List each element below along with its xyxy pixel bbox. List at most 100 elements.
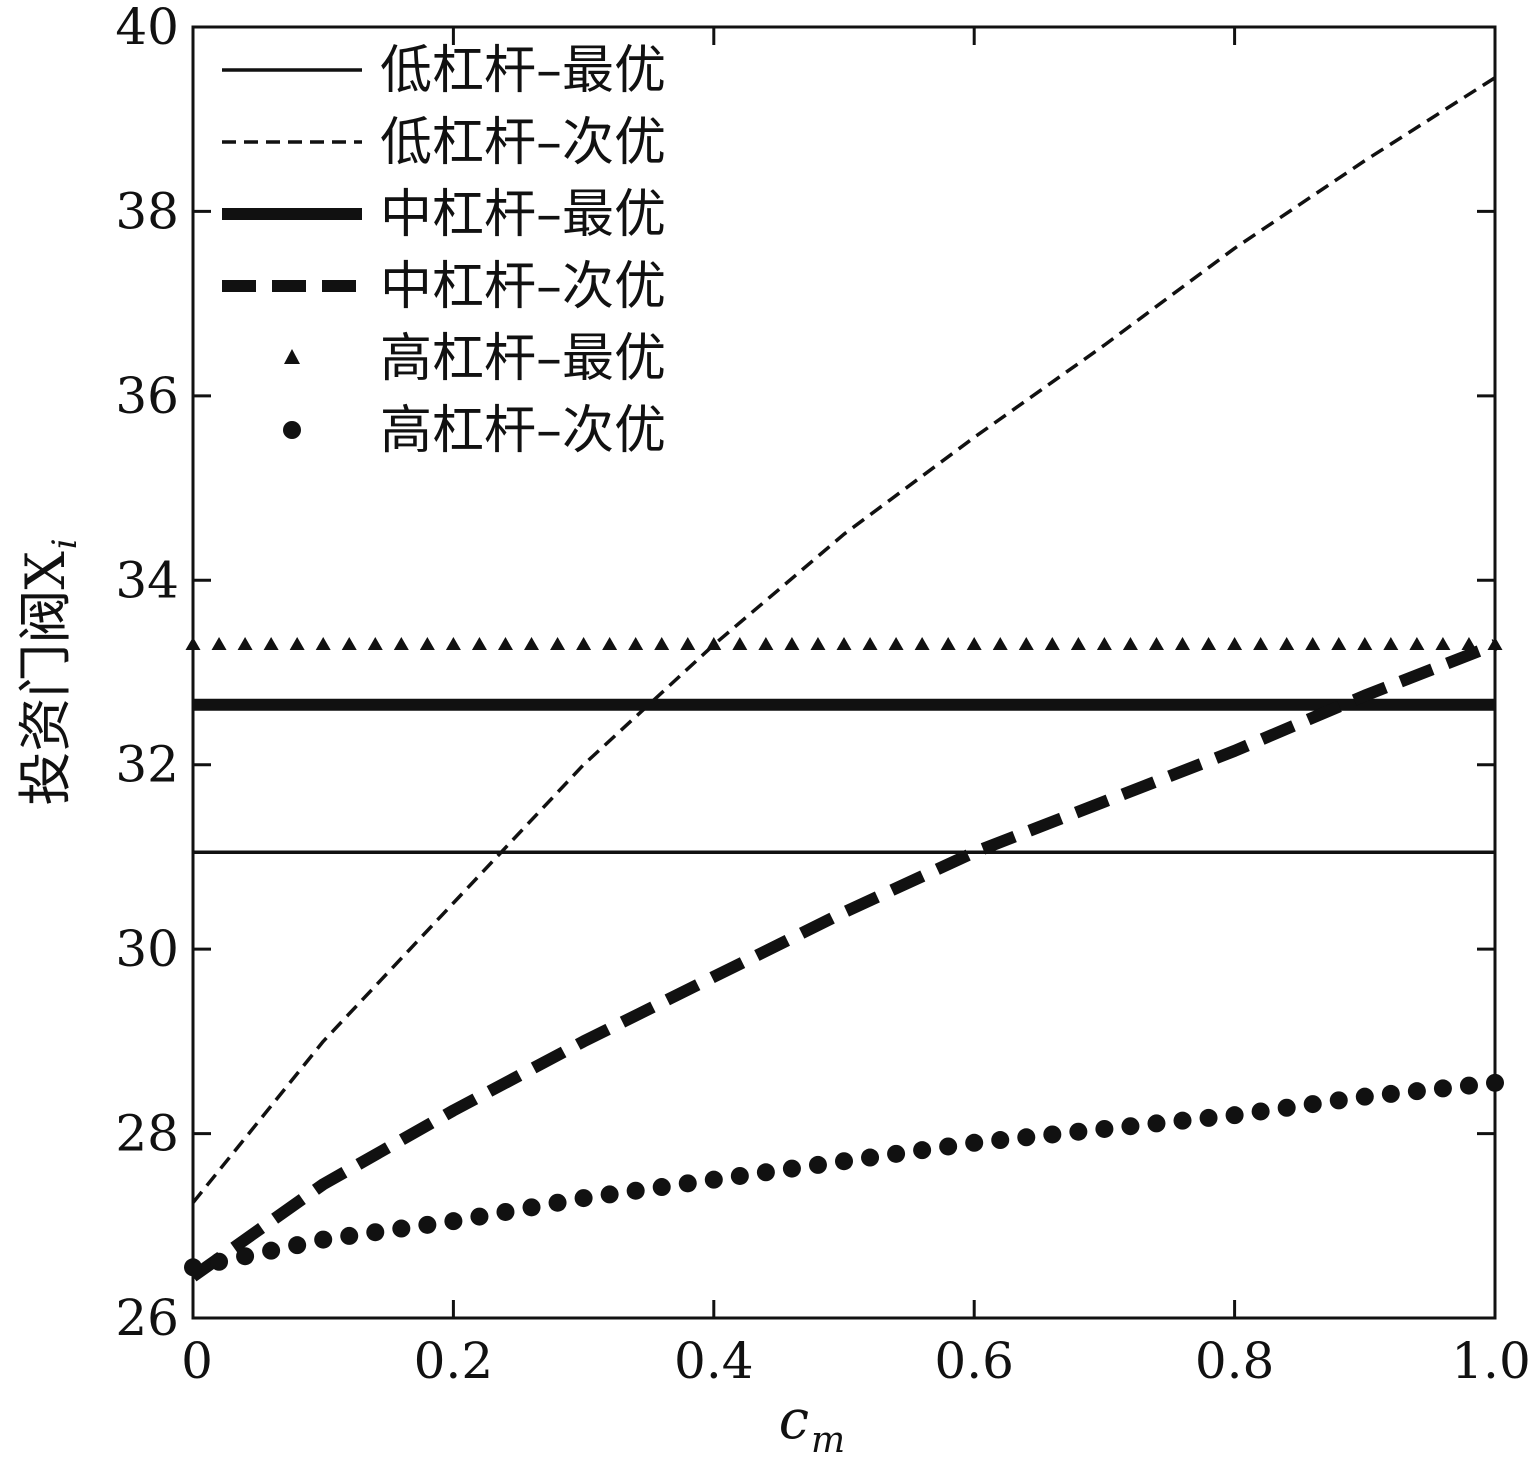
series-5-triangle-marker — [1096, 637, 1112, 651]
y-axis-title-sub: i — [45, 538, 85, 549]
series-6-circle-marker — [236, 1247, 255, 1266]
series-5-triangle-marker — [576, 637, 592, 651]
plot-frame — [191, 25, 1497, 1320]
series-layer — [184, 76, 1504, 1282]
y-tick-label: 26 — [115, 1289, 179, 1347]
series-6-circle-marker — [210, 1252, 229, 1271]
y-tick-label: 40 — [115, 0, 179, 56]
series-6-circle-marker — [1433, 1079, 1452, 1098]
x-tick-label: 0.4 — [674, 1332, 754, 1390]
legend-label-5: 高杠杆–最优 — [380, 329, 666, 389]
series-6-circle-marker — [574, 1189, 593, 1208]
legend-label-6: 高杠杆–次优 — [380, 401, 666, 461]
series-6-circle-marker — [262, 1241, 281, 1260]
series-6-circle-marker — [704, 1170, 723, 1189]
series-5-triangle-marker — [706, 637, 722, 651]
series-6-circle-marker — [939, 1137, 958, 1156]
series-6-circle-marker — [1277, 1098, 1296, 1117]
series-5-triangle-marker — [914, 637, 930, 651]
series-5-triangle-marker — [419, 637, 435, 651]
x-tick-label: 0.6 — [934, 1332, 1014, 1390]
series-5-triangle-marker — [1227, 637, 1243, 651]
series-6-circle-marker — [288, 1236, 307, 1255]
legend-symbol-5 — [284, 349, 300, 364]
series-5-triangle-marker — [836, 637, 852, 651]
series-5-triangle-marker — [1044, 637, 1060, 651]
series-5-triangle-marker — [524, 637, 540, 651]
series-5-triangle-marker — [1383, 637, 1399, 651]
legend-label-2: 低杠杆–次优 — [380, 113, 666, 173]
series-5-triangle-marker — [732, 637, 748, 651]
series-6-circle-marker — [444, 1212, 463, 1231]
series-6-circle-marker — [678, 1174, 697, 1193]
series-5-triangle-marker — [341, 637, 357, 651]
series-6-circle-marker — [1407, 1082, 1426, 1101]
series-5-triangle-marker — [393, 637, 409, 651]
series-6-circle-marker — [965, 1133, 984, 1152]
series-5-triangle-marker — [1435, 637, 1451, 651]
series-6-circle-marker — [1199, 1108, 1218, 1127]
series-5-triangle-marker — [1175, 637, 1191, 651]
series-5-triangle-marker — [680, 637, 696, 651]
series-line-4 — [189, 639, 1498, 1282]
x-tick-label: 0.2 — [414, 1332, 494, 1390]
legend-label-3: 中杠杆–最优 — [380, 185, 666, 245]
x-axis-title-main: c — [779, 1388, 809, 1451]
series-5-triangle-marker — [888, 637, 904, 651]
series-6-circle-marker — [1095, 1119, 1114, 1138]
y-tick-label: 32 — [115, 736, 179, 794]
series-6-circle-marker — [1121, 1117, 1140, 1136]
y-axis-title-main: 投资门阀X — [14, 551, 77, 806]
series-6-circle-marker — [340, 1226, 359, 1245]
x-axis-title-sub: m — [811, 1420, 845, 1457]
series-5-triangle-marker — [1279, 637, 1295, 651]
series-5-triangle-marker — [263, 637, 279, 651]
series-6-circle-marker — [522, 1198, 541, 1217]
y-tick-label: 38 — [115, 182, 179, 240]
x-tick-label: 0 — [181, 1332, 213, 1390]
series-5-triangle-marker — [1461, 637, 1477, 651]
series-6-circle-marker — [1017, 1128, 1036, 1147]
series-6-circle-marker — [991, 1131, 1010, 1150]
series-6-circle-marker — [1459, 1076, 1478, 1095]
series-6-circle-marker — [782, 1159, 801, 1178]
y-tick-label: 34 — [115, 551, 179, 609]
x-axis-title: cm — [779, 1388, 845, 1457]
y-tick-label: 30 — [115, 920, 179, 978]
series-5-triangle-marker — [211, 637, 227, 651]
series-6-circle-marker — [1329, 1091, 1348, 1110]
series-6-circle-marker — [496, 1202, 515, 1221]
axes-layer: 26 28 30 32 34 36 38 40 0 0.2 0.4 0.6 0.8 1.0 — [115, 0, 1530, 1390]
series-5-triangle-marker — [602, 637, 618, 651]
series-5-triangle-marker — [471, 637, 487, 651]
y-tick-label: 36 — [115, 367, 179, 425]
legend-label-4: 中杠杆–次优 — [380, 257, 666, 317]
series-6-circle-marker — [1381, 1084, 1400, 1103]
series-5-triangle-marker — [1148, 637, 1164, 651]
series-5-triangle-marker — [1305, 637, 1321, 651]
series-5-triangle-marker — [862, 637, 878, 651]
series-5-triangle-marker — [315, 637, 331, 651]
series-6-circle-marker — [470, 1207, 489, 1226]
series-5-triangle-marker — [966, 637, 982, 651]
series-5-triangle-marker — [1253, 637, 1269, 651]
y-axis-title-group: 投资门阀X i — [14, 538, 85, 805]
series-5-triangle-marker — [810, 637, 826, 651]
series-5-triangle-marker — [1331, 637, 1347, 651]
series-line-2 — [191, 76, 1496, 1204]
series-5-triangle-marker — [497, 637, 513, 651]
series-5-triangle-marker — [1018, 637, 1034, 651]
legend-label-1: 低杠杆–最优 — [380, 41, 666, 101]
series-6-circle-marker — [1043, 1125, 1062, 1144]
series-5-triangle-marker — [445, 637, 461, 651]
series-6-circle-marker — [418, 1215, 437, 1234]
series-6-circle-marker — [652, 1178, 671, 1197]
series-5-triangle-marker — [654, 637, 670, 651]
series-6-circle-marker — [1147, 1114, 1166, 1133]
series-5-triangle-marker — [992, 637, 1008, 651]
x-tick-label: 0.8 — [1195, 1332, 1275, 1390]
series-6-circle-marker — [626, 1181, 645, 1200]
series-5-triangle-marker — [940, 637, 956, 651]
